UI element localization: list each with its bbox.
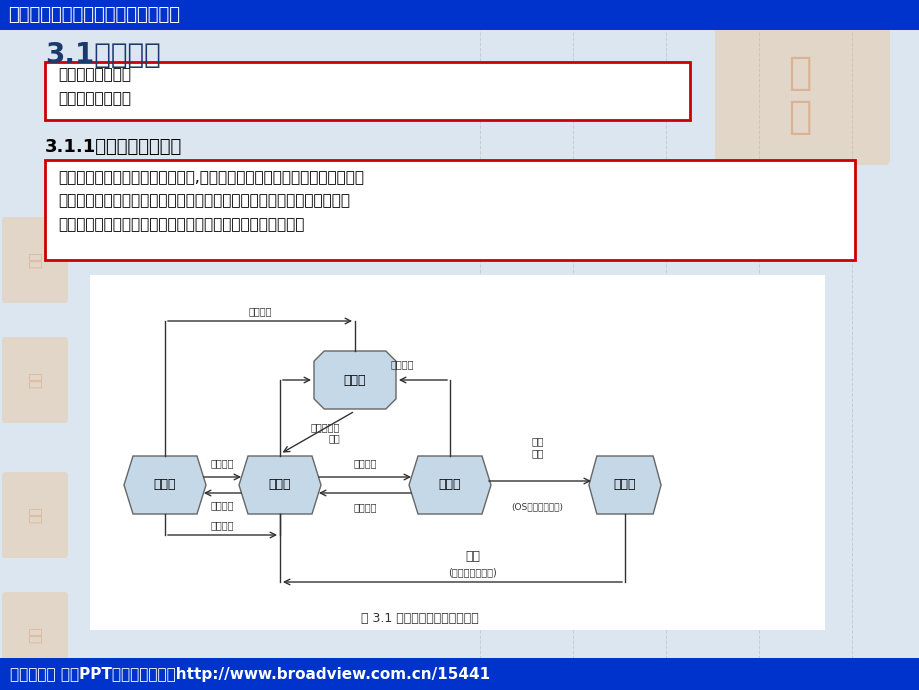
Polygon shape xyxy=(124,456,206,514)
Text: (不是最高优先级): (不是最高优先级) xyxy=(448,567,496,577)
Text: 返回: 返回 xyxy=(464,551,480,564)
Text: 吉祥: 吉祥 xyxy=(28,627,42,643)
Text: 吉祥: 吉祥 xyxy=(28,506,42,524)
Text: 3.1.1中断管理核心思路: 3.1.1中断管理核心思路 xyxy=(45,138,182,156)
Text: 《嵌入式实时操作系统原理与实践》: 《嵌入式实时操作系统原理与实践》 xyxy=(8,6,180,24)
Text: 中断响应的快速性: 中断响应的快速性 xyxy=(58,68,130,83)
Text: 任务切换: 任务切换 xyxy=(353,502,377,512)
Polygon shape xyxy=(239,456,321,514)
Text: 吉
祥: 吉 祥 xyxy=(788,54,811,136)
Text: 阻塞态: 阻塞态 xyxy=(344,373,366,386)
Polygon shape xyxy=(313,351,395,409)
Text: 就绪态: 就绪态 xyxy=(268,478,291,491)
Text: 等待的事件
发生: 等待的事件 发生 xyxy=(311,422,340,443)
Text: 如果正在运行的任务没有关闭中断,在中断到来的时候，操作系统响应中断，
进入中断服务程序。这时候任务的运行环境还没有保存，因此需要将任务
的运行环境保存。这时候任: 如果正在运行的任务没有关闭中断,在中断到来的时候，操作系统响应中断， 进入中断服… xyxy=(58,170,364,232)
Polygon shape xyxy=(409,456,491,514)
Bar xyxy=(0,658,919,690)
FancyBboxPatch shape xyxy=(2,592,68,678)
FancyBboxPatch shape xyxy=(2,472,68,558)
Text: 删除任务: 删除任务 xyxy=(248,306,271,316)
Text: 吉祥: 吉祥 xyxy=(28,252,42,268)
Polygon shape xyxy=(588,456,661,514)
Text: 中断
返回: 中断 返回 xyxy=(530,436,543,457)
Bar xyxy=(45,160,854,260)
Text: 睡眠态: 睡眠态 xyxy=(153,478,176,491)
Text: 挂起态: 挂起态 xyxy=(613,478,636,491)
Text: 删除任务: 删除任务 xyxy=(210,500,234,510)
Text: 任务切换: 任务切换 xyxy=(353,458,377,468)
FancyBboxPatch shape xyxy=(714,25,889,165)
Text: 运行态: 运行态 xyxy=(438,478,460,491)
Text: 删除任务: 删除任务 xyxy=(210,520,234,530)
Bar xyxy=(45,62,689,120)
Bar xyxy=(90,275,824,630)
Text: 3.1中断管理: 3.1中断管理 xyxy=(45,41,161,69)
Bar xyxy=(0,0,919,30)
Text: 中断处理的迅速性: 中断处理的迅速性 xyxy=(58,92,130,106)
Text: 创建任务: 创建任务 xyxy=(210,458,234,468)
FancyBboxPatch shape xyxy=(2,337,68,423)
FancyBboxPatch shape xyxy=(2,217,68,303)
Text: 吉祥: 吉祥 xyxy=(28,372,42,388)
Text: (OS为最高优先级): (OS为最高优先级) xyxy=(511,502,562,511)
Text: 事件等待: 事件等待 xyxy=(391,359,414,369)
Text: 作者卢有亮 图书PPT和全部代码下载http://www.broadview.com.cn/15441: 作者卢有亮 图书PPT和全部代码下载http://www.broadview.c… xyxy=(10,667,490,682)
Text: 图 3.1 任务的状态转化（中断）: 图 3.1 任务的状态转化（中断） xyxy=(361,611,479,624)
